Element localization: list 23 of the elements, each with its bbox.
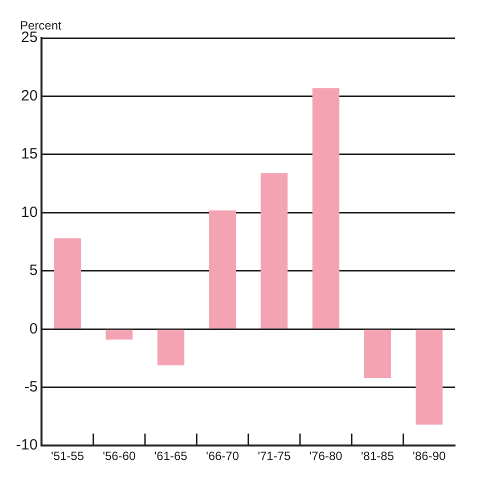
x-tick-label: '86-90 bbox=[412, 449, 446, 464]
y-tick-label: 20 bbox=[20, 87, 38, 104]
x-tick-label: '61-65 bbox=[154, 449, 188, 464]
bar bbox=[106, 330, 133, 340]
bar bbox=[312, 88, 340, 328]
bar bbox=[209, 210, 236, 328]
x-tick-label: '66-70 bbox=[206, 449, 240, 464]
x-tick-label: '71-75 bbox=[258, 449, 291, 464]
bar bbox=[54, 238, 81, 328]
x-tick-label: '81-85 bbox=[361, 449, 394, 464]
bar bbox=[157, 330, 184, 366]
y-tick-label: 5 bbox=[29, 262, 38, 280]
y-tick-label: -10 bbox=[16, 436, 38, 454]
bar bbox=[364, 330, 391, 378]
bar bbox=[260, 173, 288, 328]
y-tick-label: -5 bbox=[24, 378, 38, 396]
y-tick-label: 10 bbox=[20, 204, 38, 221]
x-tick-label: '76-80 bbox=[309, 449, 343, 464]
x-tick-label: '51-55 bbox=[51, 449, 84, 464]
y-tick-label: 0 bbox=[29, 320, 38, 338]
y-tick-label: 15 bbox=[20, 146, 38, 163]
x-tick-label: '56-60 bbox=[102, 449, 136, 464]
bar bbox=[416, 330, 443, 425]
